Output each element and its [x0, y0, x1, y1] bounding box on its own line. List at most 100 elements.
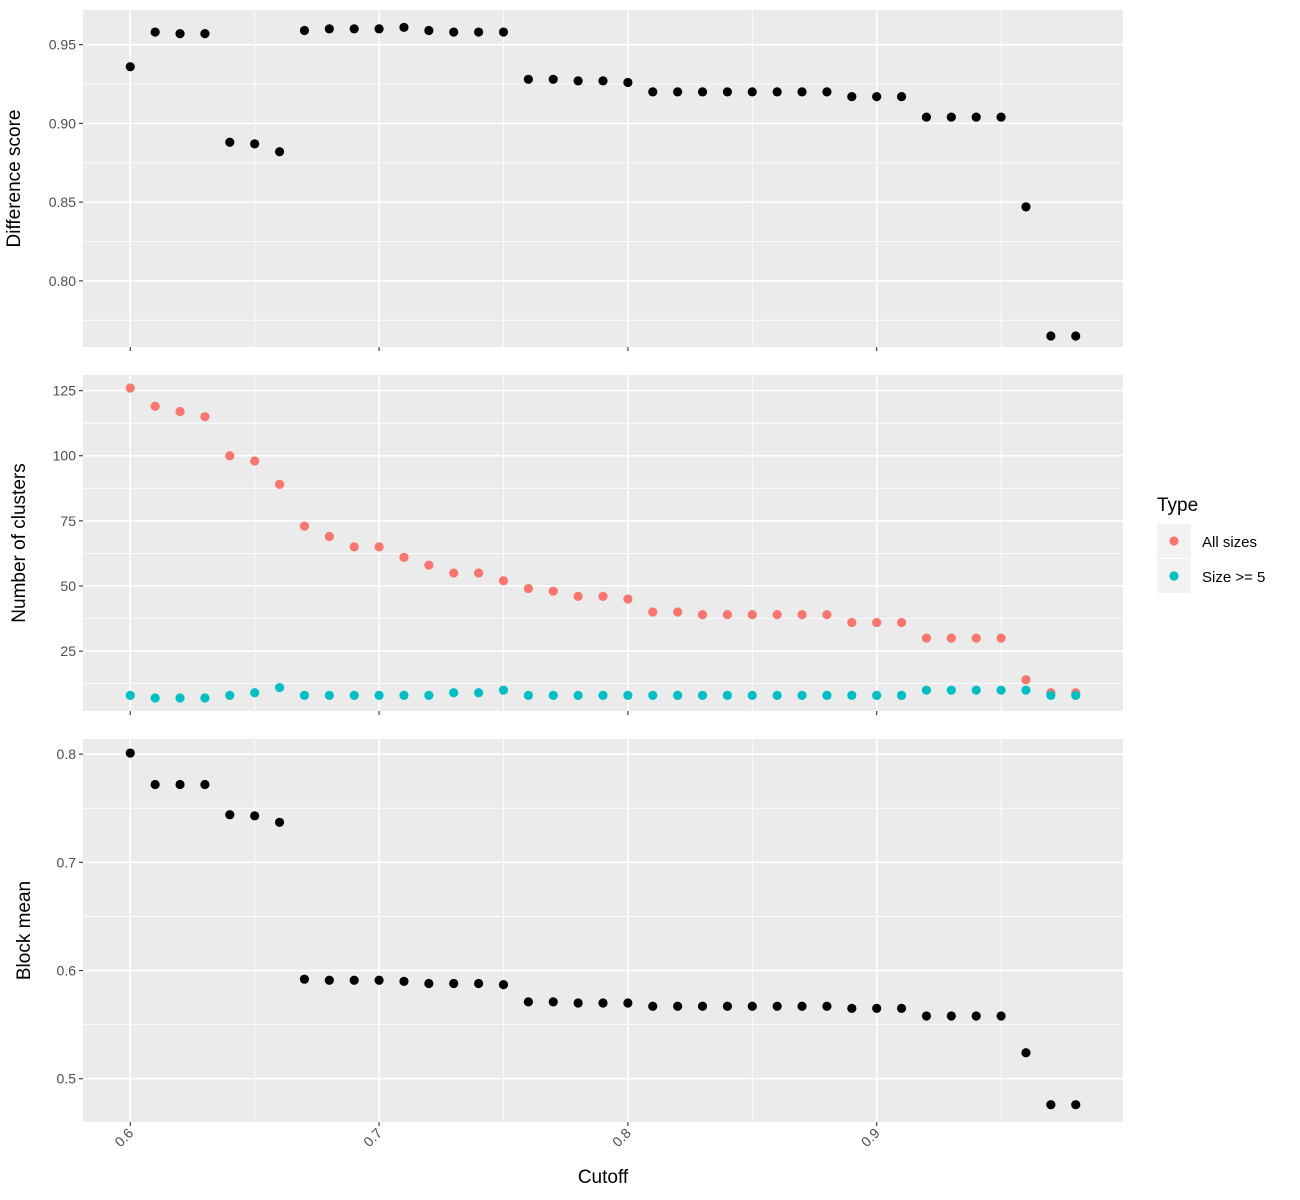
data-point: [200, 29, 210, 39]
y-tick-label: 0.5: [57, 1071, 77, 1087]
y-axis-title: Difference score: [4, 110, 25, 248]
data-point: [872, 690, 882, 700]
data-point: [424, 978, 434, 989]
data-point: [473, 688, 484, 698]
data-point: [1046, 1100, 1056, 1110]
data-point: [747, 610, 757, 620]
data-point: [498, 979, 509, 990]
data-point: [722, 610, 733, 620]
y-tick-label: 0.7: [57, 854, 77, 870]
x-tick-label: 0.9: [858, 1125, 883, 1150]
data-point: [1021, 675, 1031, 685]
data-point: [225, 690, 235, 700]
data-point: [921, 633, 932, 643]
data-point: [473, 978, 484, 989]
data-point: [648, 690, 658, 700]
y-tick-label: 0.8: [57, 746, 77, 762]
data-point: [150, 693, 160, 703]
data-point: [349, 542, 359, 552]
data-point: [498, 576, 509, 586]
data-point: [822, 610, 832, 620]
y-tick-label: 0.85: [49, 194, 76, 210]
data-point: [548, 690, 558, 700]
data-point: [996, 112, 1006, 122]
y-axis-title: Block mean: [14, 881, 35, 980]
data-point: [921, 1011, 932, 1021]
data-point: [847, 92, 857, 102]
data-point: [946, 112, 956, 122]
data-point: [598, 76, 608, 86]
data-point: [399, 976, 409, 986]
data-point: [822, 87, 832, 97]
data-point: [274, 479, 285, 489]
data-point: [573, 76, 583, 86]
data-point: [250, 688, 260, 698]
data-point: [996, 633, 1006, 643]
data-point: [374, 975, 384, 985]
data-point: [1071, 331, 1081, 341]
data-point: [498, 685, 509, 695]
data-point: [1071, 1100, 1081, 1110]
data-point: [1046, 690, 1056, 700]
data-point: [896, 617, 907, 628]
data-point: [797, 87, 807, 97]
data-point: [673, 1001, 683, 1011]
data-point: [722, 1001, 733, 1011]
data-point: [399, 22, 409, 32]
data-point: [225, 137, 235, 147]
series-1: [125, 22, 1081, 341]
data-point: [498, 27, 509, 37]
data-point: [225, 810, 235, 820]
data-point: [449, 568, 459, 578]
y-tick-label: 75: [60, 513, 76, 529]
legend-label: Size >= 5: [1202, 569, 1265, 586]
data-point: [772, 610, 782, 620]
data-point: [548, 74, 558, 84]
data-point: [523, 690, 533, 700]
data-point: [747, 1001, 757, 1011]
data-point: [150, 779, 160, 790]
data-point: [324, 24, 334, 34]
data-point: [175, 29, 185, 39]
data-point: [150, 401, 160, 411]
y-axis-title: Number of clusters: [9, 463, 30, 622]
data-point: [200, 412, 210, 422]
y-tick-label: 50: [60, 578, 76, 594]
data-point: [697, 1001, 708, 1011]
legend-key-point: [1169, 536, 1179, 546]
data-point: [250, 139, 260, 149]
data-point: [797, 610, 807, 620]
data-point: [648, 87, 658, 97]
data-point: [822, 690, 832, 700]
data-point: [722, 690, 733, 700]
y-tick-label: 100: [53, 448, 77, 464]
data-point: [424, 560, 434, 570]
legend-key-point: [1169, 571, 1179, 581]
y-tick-label: 25: [60, 643, 76, 659]
data-point: [573, 591, 583, 601]
data-point: [299, 521, 310, 531]
data-point: [697, 610, 708, 620]
data-point: [1071, 690, 1081, 700]
data-point: [673, 87, 683, 97]
data-point: [374, 690, 384, 700]
data-point: [374, 24, 384, 34]
data-point: [921, 112, 932, 122]
data-point: [971, 685, 981, 695]
data-point: [175, 406, 185, 417]
data-point: [150, 27, 160, 37]
data-point: [324, 531, 334, 542]
data-point: [996, 685, 1006, 695]
legend-title: Type: [1157, 495, 1198, 516]
data-point: [573, 998, 583, 1008]
data-point: [299, 690, 310, 700]
data-point: [697, 690, 708, 700]
data-point: [896, 92, 907, 102]
x-tick-label: 0.6: [111, 1125, 136, 1150]
series-1: [125, 748, 1081, 1110]
data-point: [747, 690, 757, 700]
data-point: [125, 690, 135, 700]
data-point: [648, 1001, 658, 1011]
data-point: [896, 690, 907, 700]
data-point: [349, 24, 359, 34]
